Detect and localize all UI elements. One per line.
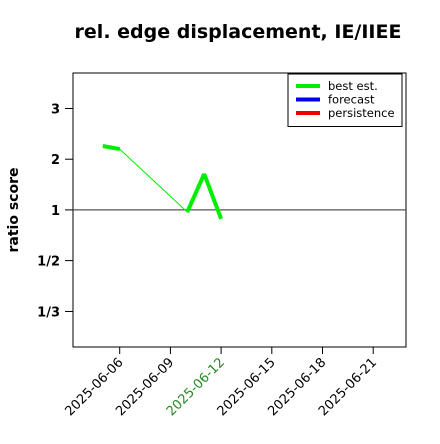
legend-label: persistence — [328, 106, 395, 120]
series-line — [102, 145, 222, 220]
legend-label: best est. — [328, 79, 378, 93]
series-segment — [102, 144, 121, 152]
y-tick-label: 2 — [51, 153, 60, 168]
y-axis-label: ratio score — [6, 168, 22, 253]
y-tick-label: 1/3 — [37, 305, 60, 320]
series-segment — [202, 173, 223, 220]
chart-title: rel. edge displacement, IE/IIEE — [75, 21, 402, 43]
y-tick-label: 1 — [51, 204, 60, 219]
series-segment — [185, 173, 207, 213]
legend-label: forecast — [328, 93, 375, 107]
y-tick-label: 3 — [51, 102, 60, 117]
y-tick-label: 1/2 — [37, 255, 60, 270]
